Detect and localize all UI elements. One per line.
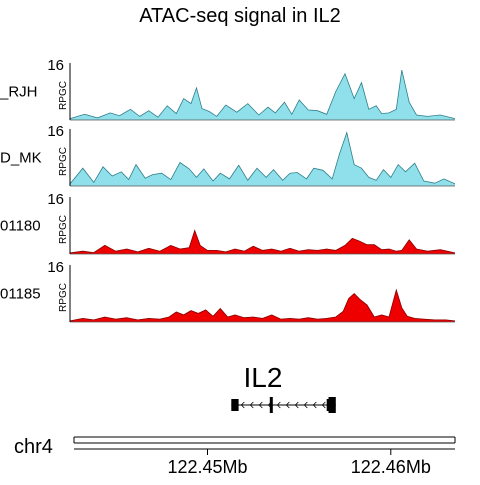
strand-arrow xyxy=(276,401,281,409)
gene-exon-1 xyxy=(231,399,239,411)
track-1-ymax-label: 16 xyxy=(47,57,64,74)
gene-layer: IL2 xyxy=(231,362,336,413)
track-1-ylabel: RPGC xyxy=(58,81,69,110)
track-2-area xyxy=(70,132,455,186)
track-4-area xyxy=(70,289,455,322)
axis-layer: chr4 122.45Mb 122.46Mb xyxy=(14,436,456,477)
strand-arrow xyxy=(285,401,290,409)
track-2-ymax-label: 16 xyxy=(47,123,64,140)
x-tick-label: 122.46Mb xyxy=(351,457,431,477)
gene-label: IL2 xyxy=(244,362,283,393)
track-2-line xyxy=(69,131,456,185)
track-3-ymax-label: 16 xyxy=(47,191,64,208)
track-4: 16 RPGC 01185 xyxy=(0,259,456,323)
track-2: 16 RPGC D_MK xyxy=(0,123,456,187)
x-tick-label: 122.45Mb xyxy=(167,457,247,477)
track-3: 16 RPGC 01180 xyxy=(0,191,456,255)
strand-arrow xyxy=(258,401,263,409)
strand-arrow xyxy=(249,401,254,409)
strand-arrow xyxy=(240,401,245,409)
track-1: 16 RPGC _RJH xyxy=(0,57,456,121)
track-3-line xyxy=(69,229,456,254)
track-1-area xyxy=(70,70,455,120)
track-3-name: 01180 xyxy=(0,218,41,235)
strand-arrow xyxy=(294,401,299,409)
track-4-line xyxy=(69,288,456,322)
chart-title: ATAC-seq signal in IL2 xyxy=(139,5,341,27)
gene-exon-3 xyxy=(326,399,330,411)
track-3-ylabel: RPGC xyxy=(58,215,69,244)
gene-exon-4 xyxy=(328,397,336,413)
strand-arrow xyxy=(321,401,326,409)
chromosome-label: chr4 xyxy=(14,436,53,458)
track-2-name: D_MK xyxy=(0,150,42,167)
track-2-ylabel: RPGC xyxy=(58,147,69,176)
track-1-line xyxy=(69,70,456,119)
track-1-name: _RJH xyxy=(0,84,38,101)
gene-exon-2 xyxy=(269,397,273,413)
track-4-name: 01185 xyxy=(0,286,41,303)
strand-arrow xyxy=(303,401,308,409)
track-4-ymax-label: 16 xyxy=(47,259,64,276)
tracks-layer: 16 RPGC _RJH 16 RPGC D_MK 16 RPGC 01180 16 RPGC 011… xyxy=(0,57,456,323)
strand-arrow xyxy=(312,401,317,409)
track-4-ylabel: RPGC xyxy=(58,283,69,312)
